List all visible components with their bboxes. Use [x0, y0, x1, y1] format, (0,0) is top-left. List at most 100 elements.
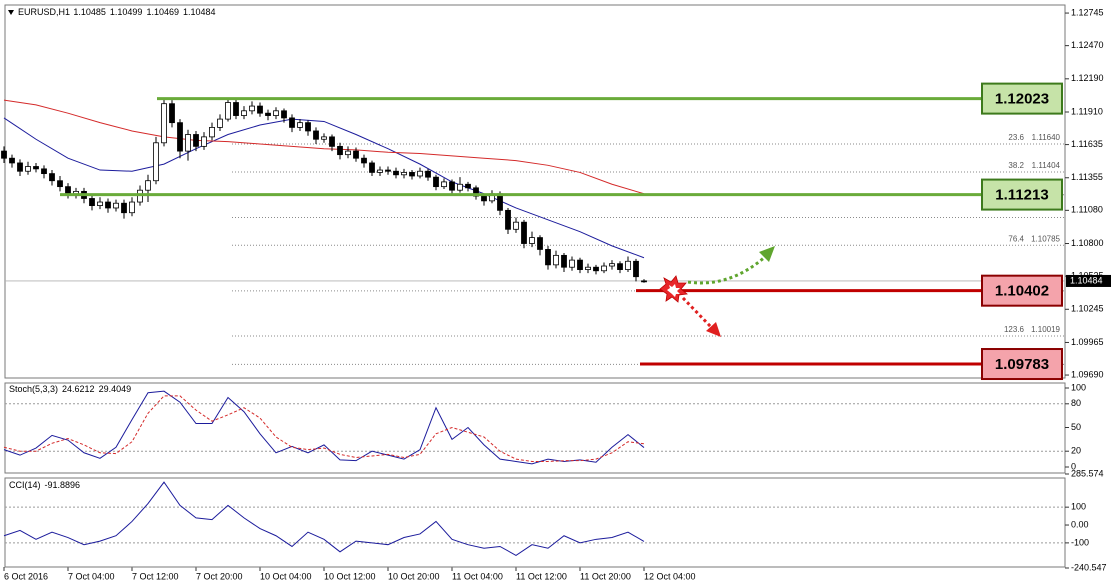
candle-body: [329, 136, 335, 147]
level-label: 1.12023: [995, 91, 1049, 108]
candle-body: [9, 157, 15, 164]
breakout-star-core: [667, 284, 680, 297]
x-tick-label: 12 Oct 04:00: [644, 571, 696, 581]
level-label: 1.11213: [995, 187, 1048, 204]
level-box: [981, 178, 1063, 211]
y-tick-label: 1.09965: [1071, 337, 1104, 347]
header: EURUSD,H1 1.10485 1.10499 1.10469 1.10484 St…: [8, 7, 216, 490]
stoch-title: Stoch(5,3,3) 24.6212 29.4049: [9, 384, 131, 394]
candle-body: [609, 263, 615, 267]
candle-body: [513, 221, 519, 230]
candle-body: [377, 169, 383, 173]
candle-body: [185, 134, 191, 152]
indicator-line: [3, 390, 645, 465]
panel: [4, 477, 1066, 568]
main-value: 24.6212: [62, 384, 95, 394]
candle-body: [505, 209, 511, 230]
indicator-line: [3, 117, 645, 259]
x-tick-label: 10 Oct 12:00: [324, 571, 376, 581]
candle-body: [593, 266, 599, 272]
fib-ratio-label: 123.6: [1004, 325, 1025, 334]
candle-body: [641, 280, 647, 283]
level-box: [981, 274, 1063, 307]
candle-body: [25, 166, 31, 172]
candle-body: [321, 136, 327, 140]
candle-body: [177, 122, 183, 152]
candle-body: [553, 254, 559, 266]
x-tick-label: 11 Oct 04:00: [452, 571, 503, 581]
candle-body: [401, 172, 407, 176]
candle-body: [633, 260, 639, 278]
y-tick-label: 1.10800: [1071, 238, 1104, 248]
candle-body: [217, 118, 223, 128]
candle-body: [545, 249, 551, 266]
level-label: 1.09783: [995, 356, 1049, 373]
menu-triangle: [8, 10, 14, 15]
candle-body: [313, 130, 319, 140]
candle-body: [145, 180, 151, 191]
y-tick-label: 100: [1071, 382, 1086, 392]
y-tick-label: 50: [1071, 422, 1081, 432]
y-tick-label: 1.11635: [1071, 139, 1103, 149]
candle-body: [465, 183, 471, 189]
level-box: [981, 82, 1063, 115]
x-tick-label: 10 Oct 04:00: [260, 571, 312, 581]
y-tick-label: -100: [1071, 537, 1089, 547]
y-tick-label: -240.547: [1071, 562, 1107, 572]
symbol: EURUSD,H1: [18, 7, 70, 17]
candle-body: [225, 102, 231, 120]
indicator-line: [3, 395, 645, 462]
candle-body: [305, 122, 311, 132]
cci-value: -91.8896: [45, 480, 81, 490]
bearish-arrow-head: [706, 322, 721, 337]
candle-body: [89, 198, 95, 207]
y-tick-label: 20: [1071, 446, 1081, 456]
fib-value-label: 1.11640: [1032, 133, 1061, 142]
indicator-line: [3, 99, 645, 195]
candle-body: [137, 189, 143, 203]
candle-body: [289, 117, 295, 128]
candle-body: [233, 102, 239, 116]
current-price-label: 1.10484: [1070, 275, 1103, 285]
candle-body: [417, 170, 423, 177]
x-tick-label: 6 Oct 2016: [4, 571, 48, 581]
fib-ratio-label: 38.2: [1008, 161, 1024, 170]
fib-ratio-label: 23.6: [1008, 133, 1024, 142]
panel: [4, 382, 1066, 474]
bullish-arrow-head: [759, 246, 775, 262]
candle-body: [393, 170, 399, 176]
candle-body: [41, 168, 47, 175]
panel: [4, 4, 1066, 379]
y-tick-label: 1.11910: [1071, 106, 1103, 116]
y-tick-label: 1.12190: [1071, 73, 1104, 83]
x-tick-label: 11 Oct 20:00: [580, 571, 631, 581]
chart-layer: 1.12745 1.12470 1.12190 1.11910 1.11635 1.113…: [1, 4, 1111, 581]
candle-body: [473, 187, 479, 197]
high-value: 1.10499: [110, 7, 143, 17]
candle-body: [409, 172, 415, 177]
indicator-name: CCI(14): [9, 480, 41, 490]
y-tick-label: 285.574: [1071, 468, 1104, 478]
y-tick-label: 1.10245: [1071, 304, 1104, 314]
x-tick-label: 10 Oct 20:00: [388, 571, 440, 581]
candle-body: [97, 201, 103, 207]
candle-body: [249, 105, 255, 112]
candle-body: [385, 169, 391, 172]
candle-body: [361, 157, 367, 164]
candle-body: [49, 173, 55, 182]
candle-body: [449, 181, 455, 191]
y-tick-label: 1.12470: [1071, 40, 1104, 50]
candle-body: [617, 263, 623, 270]
candle-body: [425, 170, 431, 178]
x-tick-label: 11 Oct 12:00: [516, 571, 567, 581]
candle-body: [481, 195, 487, 202]
x-tick-label: 7 Oct 12:00: [132, 571, 179, 581]
candle-body: [585, 266, 591, 270]
low-value: 1.10469: [146, 7, 179, 17]
signal-value: 29.4049: [99, 384, 132, 394]
bullish-arrow: [687, 254, 767, 285]
level-label: 1.10402: [995, 283, 1049, 300]
candle-body: [537, 237, 543, 250]
